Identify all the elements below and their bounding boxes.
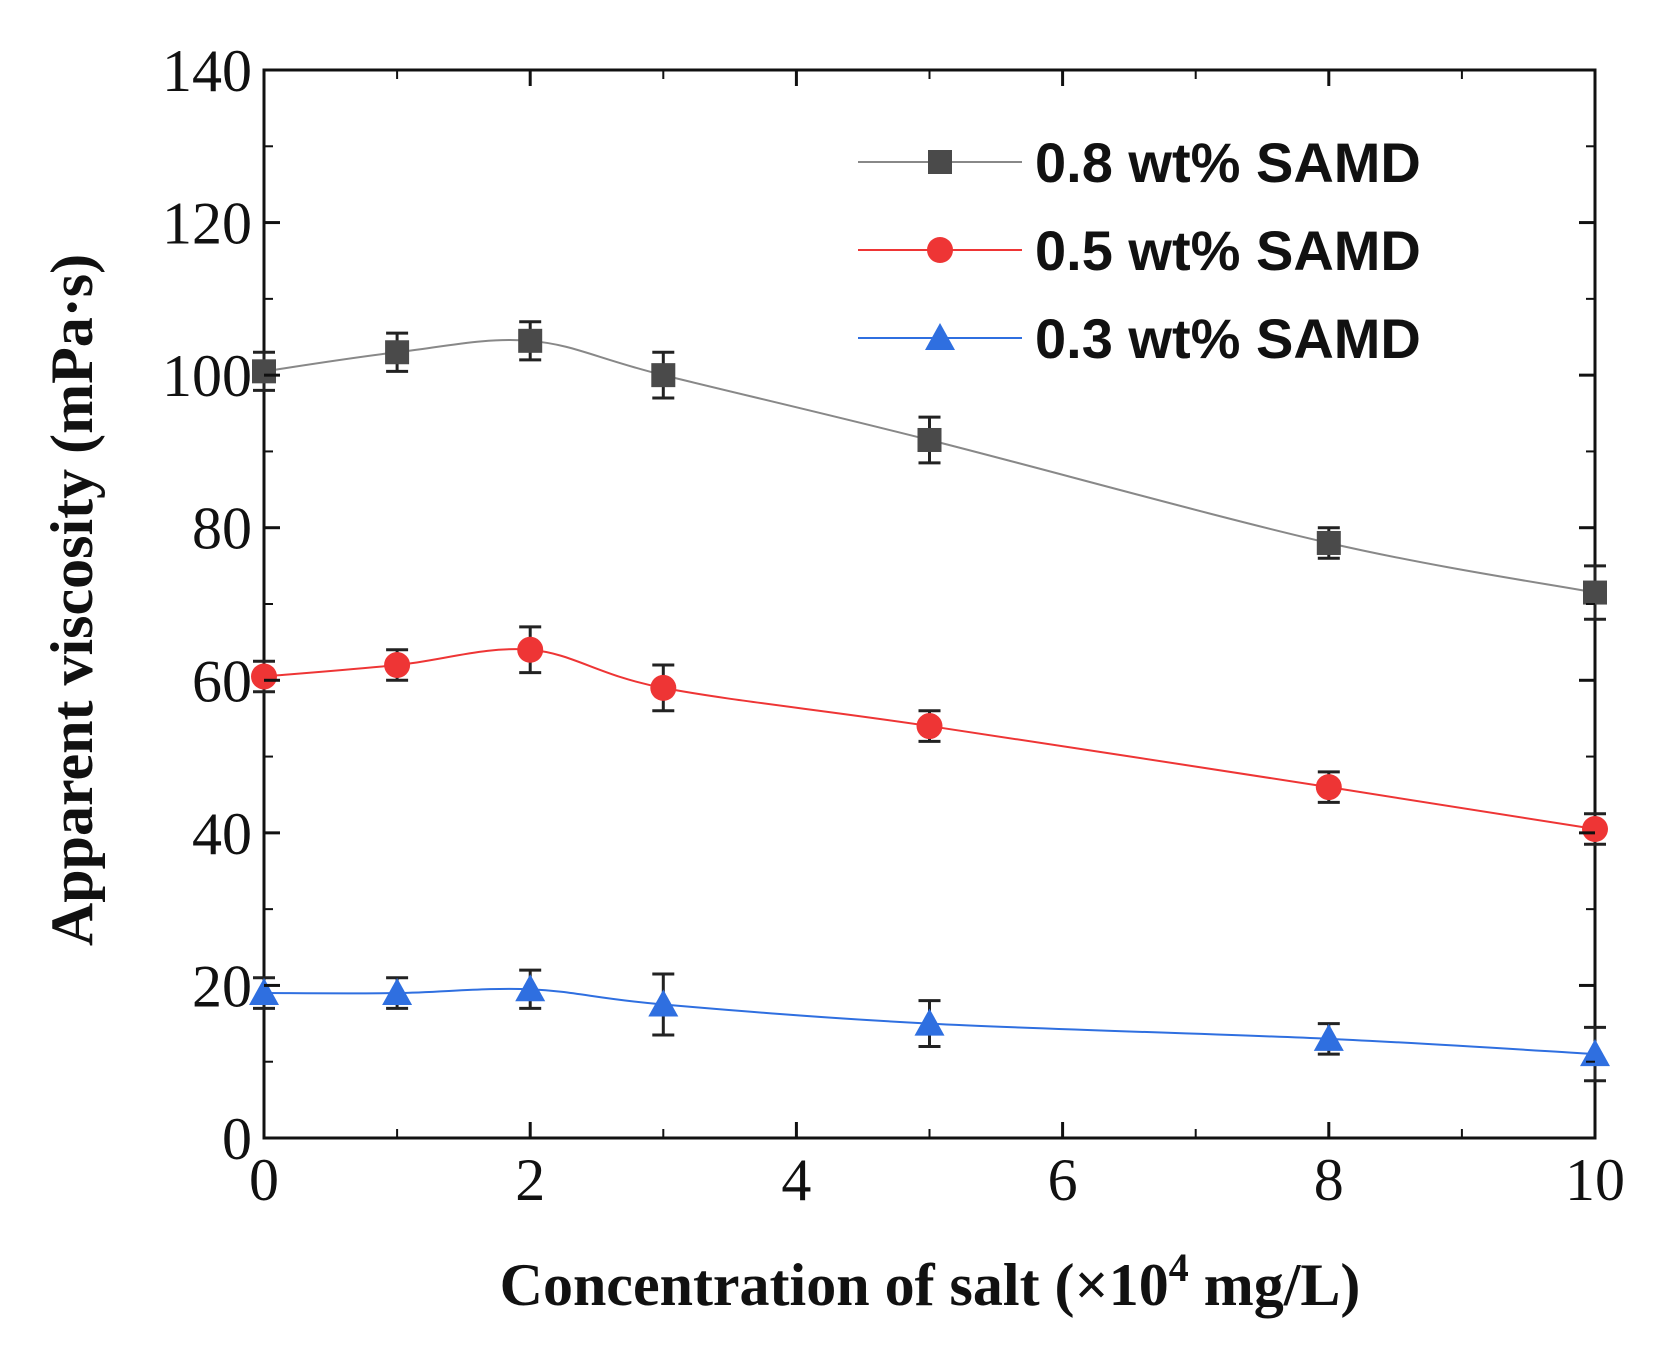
data-point — [1582, 816, 1608, 843]
series-line — [263, 338, 1596, 594]
legend-marker — [927, 237, 953, 263]
x-axis-title: Concentration of salt (×104 mg/L) — [500, 1245, 1361, 1318]
data-point — [1580, 1039, 1610, 1067]
series-line — [263, 987, 1596, 1056]
data-point — [252, 359, 276, 384]
data-point — [249, 978, 279, 1006]
x-tick-label: 4 — [781, 1147, 811, 1213]
legend-marker — [928, 150, 952, 174]
data-point — [385, 340, 410, 365]
legend-item: 0.8 wt% SAMD — [858, 131, 1421, 194]
y-tick-label: 0 — [222, 1106, 252, 1172]
data-point — [1583, 580, 1607, 605]
legend-item: 0.3 wt% SAMD — [858, 307, 1421, 370]
x-tick-label: 6 — [1048, 1147, 1078, 1213]
x-tick-label: 10 — [1565, 1147, 1625, 1213]
data-point — [382, 978, 413, 1006]
y-tick-label: 80 — [192, 496, 252, 562]
x-axis-title-main: Concentration of salt (×10 — [500, 1252, 1169, 1318]
data-point — [1313, 1023, 1344, 1051]
data-point — [251, 663, 277, 690]
data-point — [1316, 530, 1341, 555]
series-2 — [251, 625, 1608, 846]
data-point — [914, 1008, 945, 1036]
y-axis-title: Apparent viscosity (mPa·s) — [39, 254, 105, 946]
x-tick-label: 2 — [515, 1147, 545, 1213]
series-layer — [249, 320, 1610, 1083]
data-point — [648, 989, 679, 1017]
y-tick-label: 60 — [192, 648, 252, 714]
series-1 — [252, 320, 1607, 621]
data-point — [650, 674, 677, 701]
y-tick-label: 120 — [162, 191, 252, 257]
legend-item: 0.5 wt% SAMD — [858, 219, 1421, 282]
x-tick-label: 8 — [1314, 1147, 1344, 1213]
series-3 — [249, 968, 1610, 1083]
data-point — [916, 713, 943, 740]
x-axis-title-superscript: 4 — [1169, 1245, 1189, 1290]
y-tick-label: 140 — [162, 38, 252, 104]
data-point — [515, 974, 546, 1002]
legend-label: 0.5 wt% SAMD — [1035, 219, 1421, 282]
data-point — [1315, 774, 1342, 801]
legend-marker — [925, 323, 955, 350]
data-point — [517, 636, 544, 663]
data-point — [651, 363, 676, 388]
x-tick-label: 0 — [249, 1147, 279, 1213]
x-axis-title-suffix: mg/L) — [1189, 1252, 1361, 1318]
data-point — [917, 427, 942, 452]
data-point — [518, 328, 543, 353]
data-point — [384, 652, 411, 679]
legend-label: 0.8 wt% SAMD — [1035, 131, 1421, 194]
legend: 0.8 wt% SAMD 0.5 wt% SAMD 0.3 wt% SAMD — [858, 131, 1421, 370]
y-tick-label: 100 — [162, 343, 252, 409]
y-tick-label: 20 — [192, 953, 252, 1019]
legend-label: 0.3 wt% SAMD — [1035, 307, 1421, 370]
y-tick-label: 40 — [192, 801, 252, 867]
series-line — [263, 648, 1596, 831]
